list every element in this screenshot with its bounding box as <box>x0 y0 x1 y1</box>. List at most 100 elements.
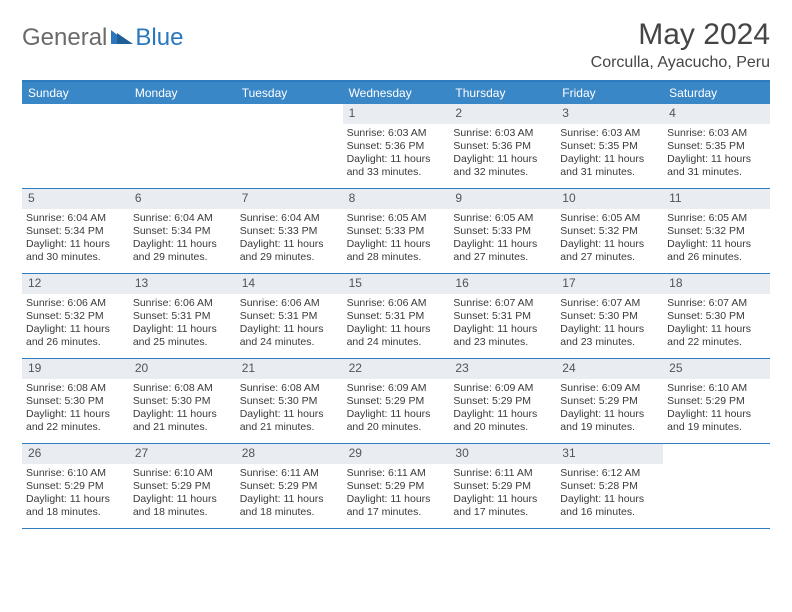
daylight-line-2: and 21 minutes. <box>240 421 339 434</box>
daylight-line-1: Daylight: 11 hours <box>560 153 659 166</box>
daylight-line-1: Daylight: 11 hours <box>26 408 125 421</box>
daylight-line-1: Daylight: 11 hours <box>26 323 125 336</box>
sunrise-line: Sunrise: 6:11 AM <box>240 467 339 480</box>
daylight-line-1: Daylight: 11 hours <box>240 493 339 506</box>
calendar-cell: 21Sunrise: 6:08 AMSunset: 5:30 PMDayligh… <box>236 359 343 443</box>
calendar-cell: 2Sunrise: 6:03 AMSunset: 5:36 PMDaylight… <box>449 104 556 188</box>
sunrise-line: Sunrise: 6:10 AM <box>667 382 766 395</box>
daylight-line-1: Daylight: 11 hours <box>133 408 232 421</box>
sunset-line: Sunset: 5:29 PM <box>133 480 232 493</box>
daylight-line-2: and 26 minutes. <box>667 251 766 264</box>
day-number: 26 <box>22 444 129 464</box>
sunset-line: Sunset: 5:36 PM <box>453 140 552 153</box>
day-info: Sunrise: 6:09 AMSunset: 5:29 PMDaylight:… <box>556 379 663 439</box>
day-info: Sunrise: 6:04 AMSunset: 5:34 PMDaylight:… <box>129 209 236 269</box>
sunrise-line: Sunrise: 6:05 AM <box>560 212 659 225</box>
sunset-line: Sunset: 5:33 PM <box>453 225 552 238</box>
day-number: 8 <box>343 189 450 209</box>
day-info: Sunrise: 6:06 AMSunset: 5:32 PMDaylight:… <box>22 294 129 354</box>
day-info: Sunrise: 6:11 AMSunset: 5:29 PMDaylight:… <box>449 464 556 524</box>
day-info: Sunrise: 6:11 AMSunset: 5:29 PMDaylight:… <box>343 464 450 524</box>
daylight-line-1: Daylight: 11 hours <box>667 153 766 166</box>
day-info: Sunrise: 6:10 AMSunset: 5:29 PMDaylight:… <box>663 379 770 439</box>
daylight-line-1: Daylight: 11 hours <box>667 408 766 421</box>
day-info: Sunrise: 6:06 AMSunset: 5:31 PMDaylight:… <box>129 294 236 354</box>
day-number: 19 <box>22 359 129 379</box>
calendar-week: 19Sunrise: 6:08 AMSunset: 5:30 PMDayligh… <box>22 359 770 444</box>
sunrise-line: Sunrise: 6:07 AM <box>667 297 766 310</box>
daylight-line-2: and 27 minutes. <box>560 251 659 264</box>
calendar-cell: 8Sunrise: 6:05 AMSunset: 5:33 PMDaylight… <box>343 189 450 273</box>
daylight-line-2: and 18 minutes. <box>133 506 232 519</box>
day-number: 18 <box>663 274 770 294</box>
day-number: 6 <box>129 189 236 209</box>
sunrise-line: Sunrise: 6:08 AM <box>240 382 339 395</box>
daylight-line-1: Daylight: 11 hours <box>560 493 659 506</box>
day-number: 24 <box>556 359 663 379</box>
weekday-header: Monday <box>129 82 236 104</box>
day-info: Sunrise: 6:08 AMSunset: 5:30 PMDaylight:… <box>129 379 236 439</box>
calendar-cell <box>22 104 129 188</box>
calendar-body: 1Sunrise: 6:03 AMSunset: 5:36 PMDaylight… <box>22 104 770 529</box>
daylight-line-2: and 32 minutes. <box>453 166 552 179</box>
calendar-cell: 4Sunrise: 6:03 AMSunset: 5:35 PMDaylight… <box>663 104 770 188</box>
daylight-line-2: and 17 minutes. <box>347 506 446 519</box>
sunrise-line: Sunrise: 6:06 AM <box>26 297 125 310</box>
sunset-line: Sunset: 5:32 PM <box>560 225 659 238</box>
sunset-line: Sunset: 5:33 PM <box>240 225 339 238</box>
sunset-line: Sunset: 5:32 PM <box>667 225 766 238</box>
daylight-line-1: Daylight: 11 hours <box>347 408 446 421</box>
calendar-cell: 22Sunrise: 6:09 AMSunset: 5:29 PMDayligh… <box>343 359 450 443</box>
day-info: Sunrise: 6:09 AMSunset: 5:29 PMDaylight:… <box>449 379 556 439</box>
daylight-line-2: and 18 minutes. <box>26 506 125 519</box>
calendar-cell: 14Sunrise: 6:06 AMSunset: 5:31 PMDayligh… <box>236 274 343 358</box>
day-number: 22 <box>343 359 450 379</box>
calendar-cell: 17Sunrise: 6:07 AMSunset: 5:30 PMDayligh… <box>556 274 663 358</box>
sunrise-line: Sunrise: 6:06 AM <box>347 297 446 310</box>
sunrise-line: Sunrise: 6:07 AM <box>560 297 659 310</box>
calendar-cell: 26Sunrise: 6:10 AMSunset: 5:29 PMDayligh… <box>22 444 129 528</box>
day-number: 30 <box>449 444 556 464</box>
calendar-cell: 10Sunrise: 6:05 AMSunset: 5:32 PMDayligh… <box>556 189 663 273</box>
daylight-line-2: and 25 minutes. <box>133 336 232 349</box>
sunrise-line: Sunrise: 6:04 AM <box>26 212 125 225</box>
sunset-line: Sunset: 5:29 PM <box>560 395 659 408</box>
daylight-line-2: and 33 minutes. <box>347 166 446 179</box>
day-number: 9 <box>449 189 556 209</box>
calendar-week: 26Sunrise: 6:10 AMSunset: 5:29 PMDayligh… <box>22 444 770 529</box>
day-info: Sunrise: 6:07 AMSunset: 5:31 PMDaylight:… <box>449 294 556 354</box>
day-number: 5 <box>22 189 129 209</box>
logo-text-general: General <box>22 24 107 52</box>
sunrise-line: Sunrise: 6:09 AM <box>560 382 659 395</box>
daylight-line-2: and 20 minutes. <box>453 421 552 434</box>
page-title: May 2024 <box>591 18 770 52</box>
day-number: 31 <box>556 444 663 464</box>
sunset-line: Sunset: 5:31 PM <box>133 310 232 323</box>
daylight-line-2: and 31 minutes. <box>667 166 766 179</box>
calendar-cell: 11Sunrise: 6:05 AMSunset: 5:32 PMDayligh… <box>663 189 770 273</box>
sunset-line: Sunset: 5:30 PM <box>26 395 125 408</box>
calendar-cell: 16Sunrise: 6:07 AMSunset: 5:31 PMDayligh… <box>449 274 556 358</box>
sunset-line: Sunset: 5:30 PM <box>240 395 339 408</box>
sunset-line: Sunset: 5:31 PM <box>347 310 446 323</box>
daylight-line-1: Daylight: 11 hours <box>347 238 446 251</box>
daylight-line-1: Daylight: 11 hours <box>347 323 446 336</box>
daylight-line-2: and 18 minutes. <box>240 506 339 519</box>
calendar-week: 12Sunrise: 6:06 AMSunset: 5:32 PMDayligh… <box>22 274 770 359</box>
daylight-line-1: Daylight: 11 hours <box>667 323 766 336</box>
calendar-cell: 13Sunrise: 6:06 AMSunset: 5:31 PMDayligh… <box>129 274 236 358</box>
sunrise-line: Sunrise: 6:11 AM <box>347 467 446 480</box>
calendar-cell: 6Sunrise: 6:04 AMSunset: 5:34 PMDaylight… <box>129 189 236 273</box>
day-info: Sunrise: 6:10 AMSunset: 5:29 PMDaylight:… <box>129 464 236 524</box>
daylight-line-1: Daylight: 11 hours <box>347 153 446 166</box>
weekday-header: Friday <box>556 82 663 104</box>
header: General Blue May 2024 Corculla, Ayacucho… <box>22 18 770 72</box>
sunrise-line: Sunrise: 6:05 AM <box>667 212 766 225</box>
sunrise-line: Sunrise: 6:03 AM <box>667 127 766 140</box>
day-info: Sunrise: 6:05 AMSunset: 5:33 PMDaylight:… <box>343 209 450 269</box>
day-info: Sunrise: 6:07 AMSunset: 5:30 PMDaylight:… <box>663 294 770 354</box>
day-number: 28 <box>236 444 343 464</box>
calendar-cell: 27Sunrise: 6:10 AMSunset: 5:29 PMDayligh… <box>129 444 236 528</box>
calendar-cell: 25Sunrise: 6:10 AMSunset: 5:29 PMDayligh… <box>663 359 770 443</box>
location-subtitle: Corculla, Ayacucho, Peru <box>591 54 770 72</box>
